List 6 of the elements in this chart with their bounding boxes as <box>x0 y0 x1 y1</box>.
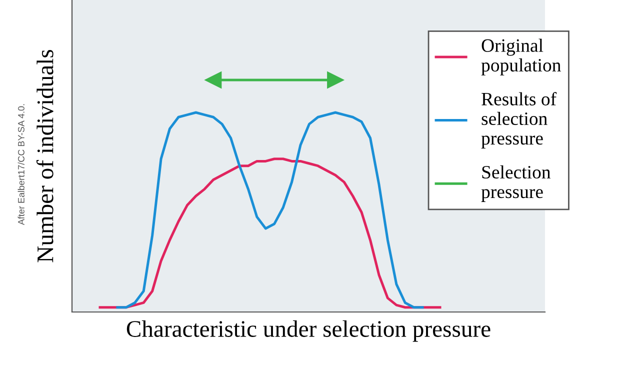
x-axis-title: Characteristic under selection pressure <box>126 320 490 342</box>
y-axis-title: Number of individuals <box>36 50 54 262</box>
legend-label: Results of selection pressure <box>481 92 557 148</box>
text: After Ealbert17/CC BY-SA 4.0. <box>18 104 24 226</box>
legend-label: Selection pressure <box>481 165 551 202</box>
legend-label: Original population <box>481 38 561 76</box>
